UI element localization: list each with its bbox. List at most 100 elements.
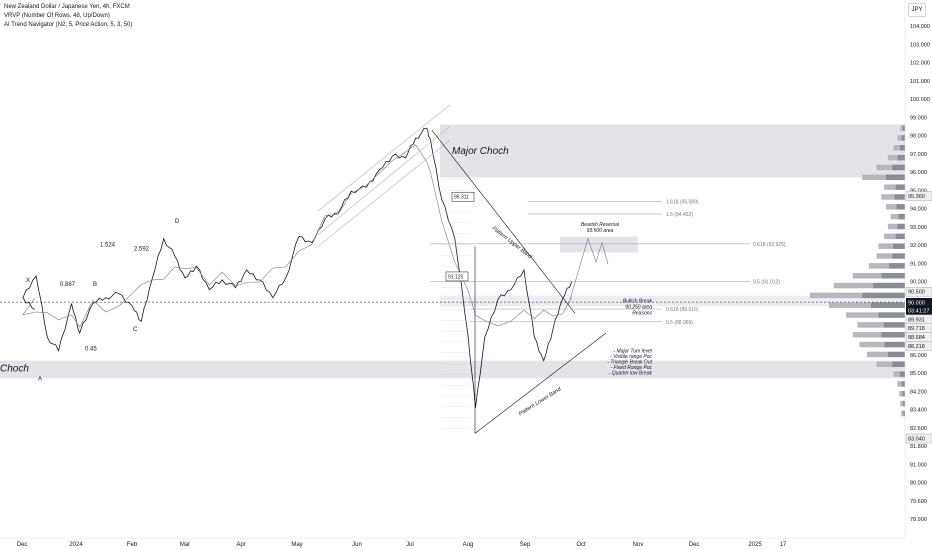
volume-profile-bar-down xyxy=(899,371,905,377)
price-axis-badge-label: 83.040 xyxy=(908,437,925,443)
volume-profile-bar-down xyxy=(878,312,905,318)
volume-profile-bar-down xyxy=(903,410,905,417)
pattern-upper-band-label: Pattern Upper Band xyxy=(491,226,534,261)
volume-profile-bar-up xyxy=(852,331,882,338)
price-axis-badge-label: 88.684 xyxy=(908,335,925,341)
volume-profile-bar-down xyxy=(896,204,905,210)
fib-level-label: 1.5 (94.452) xyxy=(666,212,693,218)
bearish-target-zone xyxy=(560,236,638,253)
volume-profile-bar-up xyxy=(900,125,903,131)
y-tick-label: 99.000 xyxy=(910,115,927,121)
indicator-vrvp-label[interactable]: VRVP (Number Of Rows, 48, Up/Down) xyxy=(4,13,110,19)
volume-profile-bar-up xyxy=(887,223,898,230)
price-axis-badge-label: 90.500 xyxy=(908,290,925,296)
volume-profile-bar-up xyxy=(829,302,871,308)
callout-price-box xyxy=(451,191,475,202)
reason-text: - Major Turn level xyxy=(613,349,652,355)
callout-price-label: 91.125 xyxy=(448,274,464,280)
symbol-title[interactable]: New Zealand Dollar / Japanese Yen, 4h, F… xyxy=(4,4,130,10)
price-axis-badge xyxy=(905,341,932,351)
currency-badge[interactable]: JPY xyxy=(908,3,926,17)
y-tick-label: 93.000 xyxy=(910,225,927,231)
x-tick-label: 17 xyxy=(780,542,787,548)
volume-profile-bar-down xyxy=(881,272,905,279)
wave-label: X xyxy=(26,278,30,284)
reason-text: - Fixed Range Poc xyxy=(611,365,653,371)
price-axis-badge-label: 88.218 xyxy=(908,344,925,350)
indicator-ai-trend-label[interactable]: AI Trend Navigator (N2, 5, Price Action,… xyxy=(4,22,133,28)
volume-profile-bar-up xyxy=(862,174,886,181)
x-tick-label: Nov xyxy=(633,542,644,548)
chart-legend: New Zealand Dollar / Japanese Yen, 4h, F… xyxy=(4,3,132,30)
volume-profile-bar-down xyxy=(897,223,905,230)
volume-profile-bar-down xyxy=(888,263,905,269)
volume-profile-bar-up xyxy=(810,292,863,299)
x-tick-label: Dec xyxy=(689,542,700,548)
y-tick-label: 103.000 xyxy=(910,42,930,48)
x-tick-label: 2024 xyxy=(69,542,83,548)
volume-profile-bar-down xyxy=(881,331,905,338)
major-choch-zone xyxy=(440,124,905,178)
x-tick-label: 2025 xyxy=(748,542,762,548)
volume-profile-bar-up xyxy=(884,233,896,240)
channel-upper-line xyxy=(317,104,451,212)
fib-level-label: 0.5 (88.969) xyxy=(666,320,693,326)
volume-profile-bar-up xyxy=(876,253,893,259)
y-tick-label: 85.000 xyxy=(910,371,927,377)
volume-profile-bar-up xyxy=(887,154,898,161)
x-tick-label: Oct xyxy=(576,542,586,548)
bullish-break-text: Reasons xyxy=(632,311,652,317)
x-tick-label: May xyxy=(291,542,302,548)
volume-profile-bar-down xyxy=(897,154,905,161)
volume-profile-bar-down xyxy=(894,194,905,200)
y-tick-label: 84.200 xyxy=(910,389,927,395)
wave-label: D xyxy=(175,219,180,225)
y-tick-label: 104.000 xyxy=(910,24,930,30)
volume-profile-bar-up xyxy=(884,184,896,190)
y-tick-label: 91.000 xyxy=(910,261,927,267)
choch-label: Choch xyxy=(0,363,29,374)
volume-profile-bar-down xyxy=(892,253,905,259)
x-tick-label: Mar xyxy=(180,542,190,548)
volume-profile-bar-up xyxy=(893,145,900,151)
price-axis-badge-label: 89.718 xyxy=(908,326,925,332)
pattern-upper-band-line xyxy=(431,130,576,314)
price-axis-badge xyxy=(905,191,932,201)
volume-profile-bar-down xyxy=(902,400,905,407)
volume-profile-bar-down xyxy=(895,233,905,240)
wave-label: 0.887 xyxy=(60,282,76,288)
x-tick-label: Jun xyxy=(352,542,362,548)
reason-text: - Quarter low Break xyxy=(609,371,653,377)
major-choch-label: Major Choch xyxy=(452,146,509,157)
price-axis-badge xyxy=(906,305,932,315)
volume-profile-bar-down xyxy=(884,341,905,348)
y-tick-label: 81.000 xyxy=(910,462,927,468)
volume-profile-bar-down xyxy=(893,243,905,249)
pattern-lower-band-line xyxy=(474,332,607,434)
volume-profile-bar-down xyxy=(885,174,905,181)
volume-profile-bar-up xyxy=(846,312,879,318)
y-tick-label: 81.800 xyxy=(910,444,927,450)
price-axis-badge-label: 95.360 xyxy=(908,194,925,200)
fib-level-label: 0.5 (91.012) xyxy=(753,280,780,286)
volume-profile-bar-up xyxy=(886,204,897,210)
price-axis-badge-label: 89.931 xyxy=(908,317,925,323)
y-tick-label: 94.000 xyxy=(910,207,927,213)
y-tick-label: 97.000 xyxy=(910,152,927,158)
volume-profile-bar-up xyxy=(899,391,903,397)
volume-profile-bar-down xyxy=(902,125,905,131)
volume-profile-bar-up xyxy=(897,135,902,141)
wave-label: B xyxy=(93,282,97,288)
volume-profile-bar-up xyxy=(857,322,884,328)
volume-profile-bar-up xyxy=(881,194,895,200)
volume-profile-bar-up xyxy=(876,164,893,171)
x-tick-label: Dec xyxy=(17,542,28,548)
wave-label: 1.524 xyxy=(100,242,116,248)
y-tick-label: 92.000 xyxy=(910,243,927,249)
volume-profile-bar-down xyxy=(872,282,905,289)
volume-profile-bar-up xyxy=(833,282,873,289)
y-tick-label: 82.600 xyxy=(910,426,927,432)
projection-path xyxy=(569,237,609,300)
volume-profile-bar-down xyxy=(892,164,905,171)
